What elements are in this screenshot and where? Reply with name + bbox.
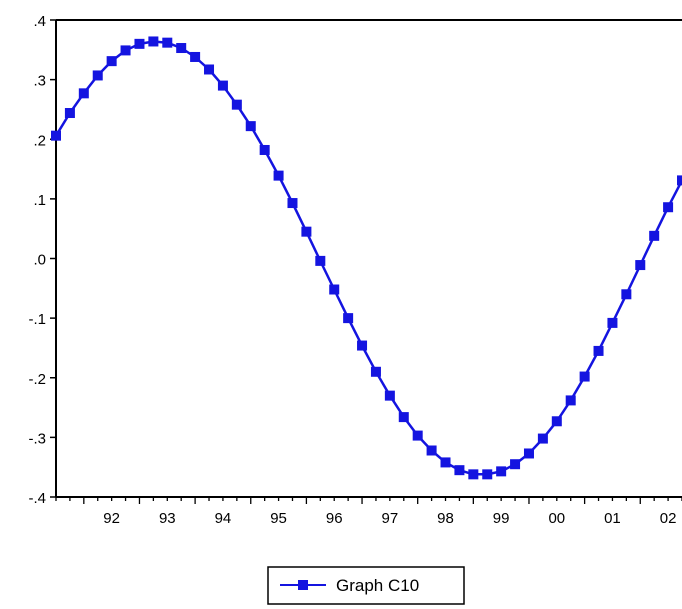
legend-label: Graph C10 [336,576,419,595]
data-point-marker [426,445,437,456]
data-point-marker [64,108,75,119]
data-point-marker [551,416,562,427]
y-tick-label: .1 [33,192,46,209]
data-point-marker [343,313,354,324]
data-point-marker [106,56,117,67]
data-point-marker [412,430,423,441]
data-point-marker [204,64,215,75]
data-point-marker [398,412,409,423]
data-point-marker [621,289,632,300]
y-axis: .4 .3 .2 .1 .0 -.1 -.2 -.3 -.4 [28,13,56,507]
data-point-marker [162,37,173,48]
data-point-marker [468,469,479,480]
x-axis: 92 93 94 95 96 97 98 99 00 01 02 [55,497,682,527]
series-line [54,40,682,476]
data-point-marker [273,170,284,181]
data-point-marker [120,45,131,56]
x-tick-label: 00 [548,510,565,527]
data-point-marker [134,38,145,49]
x-tick-label: 97 [382,510,399,527]
x-tick-label: 96 [326,510,343,527]
x-tick-label: 92 [103,510,120,527]
data-point-marker [217,80,228,91]
x-tick-label: 94 [215,510,232,527]
x-tick-label: 95 [270,510,287,527]
data-point-marker [51,130,61,141]
x-tick-label: 93 [159,510,176,527]
data-point-marker [245,121,256,132]
data-point-marker [287,198,298,209]
data-point-marker [301,226,312,237]
data-point-marker [496,466,507,477]
x-tick-label: 98 [437,510,454,527]
data-point-marker [579,371,590,382]
data-point-marker [537,433,548,444]
data-point-marker [635,260,646,271]
data-point-marker [329,284,340,295]
y-tick-label: -.1 [28,311,46,328]
data-point-marker [370,366,381,377]
data-point-marker [454,465,465,476]
data-point-marker [565,395,576,406]
data-point-marker [607,317,618,328]
data-point-marker [384,390,395,401]
y-tick-label: .0 [33,252,46,269]
data-point-marker [482,469,493,480]
x-tick-label: 02 [660,510,677,527]
x-tick-label: 01 [604,510,621,527]
data-point-marker [677,175,682,186]
legend: Graph C10 [267,566,465,605]
x-tick-label: 99 [493,510,510,527]
data-point-marker [176,43,187,54]
data-point-marker [148,36,159,47]
y-tick-label: .2 [33,132,46,149]
data-point-marker [649,230,660,241]
data-point-marker [593,345,604,356]
plot-frame [55,19,682,498]
y-tick-label: -.2 [28,371,46,388]
legend-marker-swatch [298,580,308,590]
series-layer [51,36,682,480]
data-point-marker [315,255,326,266]
y-tick-label: .4 [33,13,46,30]
data-point-marker [78,88,89,99]
data-point-marker [510,459,521,470]
data-point-marker [663,202,674,213]
data-point-marker [231,99,242,110]
data-point-marker [523,448,534,459]
y-tick-label: -.3 [28,430,46,447]
y-tick-label: -.4 [28,490,46,507]
data-point-marker [440,457,451,468]
y-tick-label: .3 [33,73,46,90]
data-point-marker [92,70,103,81]
data-point-marker [190,51,201,62]
data-point-marker [259,144,270,155]
data-point-marker [357,340,368,351]
